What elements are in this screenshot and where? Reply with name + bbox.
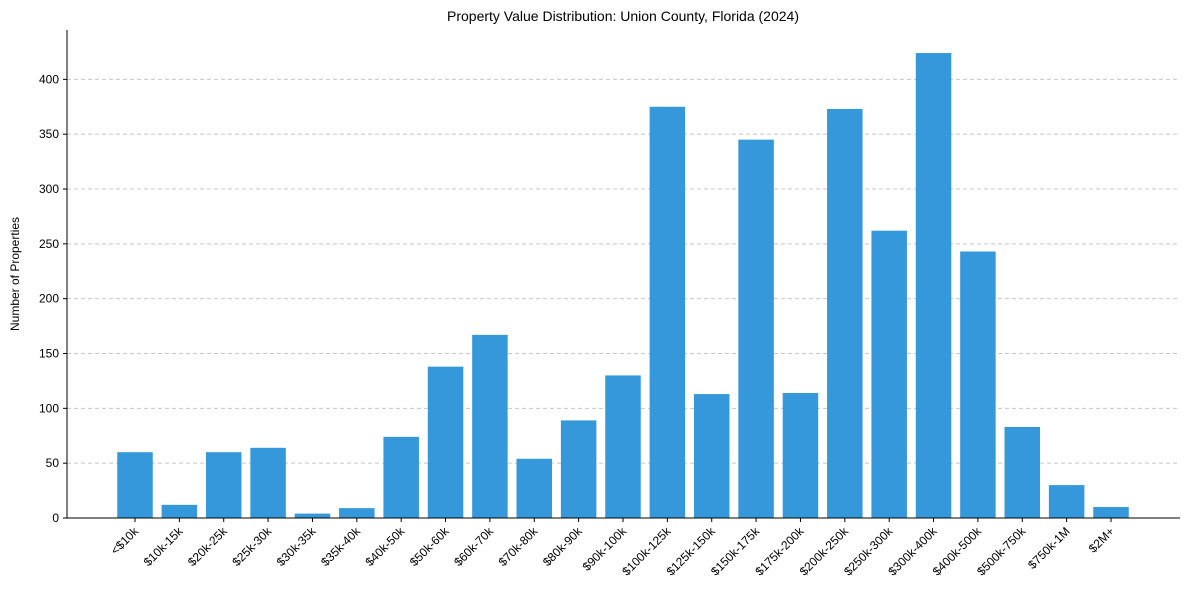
bar: [960, 251, 996, 518]
x-ticks: <$10k $10k-15k $20k-25k $25k-30k $30k-35k $35…: [108, 518, 1117, 578]
x-tick-label: $60k-70k: [451, 524, 497, 570]
gridlines: [67, 78, 1180, 464]
y-ticks: 0 50 100 150 200 250 300 350 400: [39, 72, 67, 525]
bars: [117, 53, 1129, 519]
y-tick-label: 50: [46, 456, 60, 470]
y-tick-label: 0: [52, 511, 59, 525]
bar: [560, 420, 597, 518]
x-tick-label: <$10k: [108, 524, 142, 558]
y-tick-label: 200: [39, 292, 59, 306]
bar: [294, 513, 331, 518]
bar: [516, 458, 553, 518]
x-tick-label: $50k-60k: [407, 524, 453, 570]
y-tick-label: 400: [39, 72, 59, 86]
bar: [383, 436, 419, 518]
bar: [250, 447, 286, 518]
bar: [871, 230, 907, 518]
y-tick-label: 150: [39, 347, 59, 361]
x-tick-label: $30k-35k: [274, 524, 320, 570]
bar: [605, 375, 641, 518]
x-tick-label: $20k-25k: [185, 524, 231, 570]
bar: [915, 53, 952, 519]
y-tick-label: 300: [39, 182, 59, 196]
x-tick-label: $70k-80k: [496, 524, 542, 570]
x-tick-label: $750k-1M: [1025, 524, 1073, 572]
y-axis-label: Number of Properties: [8, 217, 22, 331]
x-tick-label: $80k-90k: [540, 524, 586, 570]
bar: [693, 394, 730, 518]
bar: [1093, 507, 1129, 518]
bar: [117, 452, 153, 518]
bar: [427, 366, 464, 518]
x-tick-label: $10k-15k: [141, 524, 187, 570]
bar: [205, 452, 242, 518]
bar: [161, 504, 198, 518]
x-tick-label: $35k-40k: [318, 524, 364, 570]
x-tick-label: $40k-50k: [362, 524, 408, 570]
bar: [1048, 485, 1085, 518]
chart-title: Property Value Distribution: Union Count…: [447, 8, 799, 24]
x-tick-label: $2M+: [1086, 524, 1117, 555]
bar: [782, 392, 819, 518]
bar: [1004, 426, 1041, 518]
x-tick-label: $500k-750k: [974, 524, 1029, 579]
bar: [738, 139, 774, 519]
y-tick-label: 100: [39, 401, 59, 415]
bar: [472, 334, 508, 518]
bar: [827, 108, 863, 518]
bar: [339, 508, 375, 518]
y-tick-label: 250: [39, 237, 59, 251]
bar: [649, 106, 686, 519]
y-tick-label: 350: [39, 127, 59, 141]
x-tick-label: $25k-30k: [229, 524, 275, 570]
